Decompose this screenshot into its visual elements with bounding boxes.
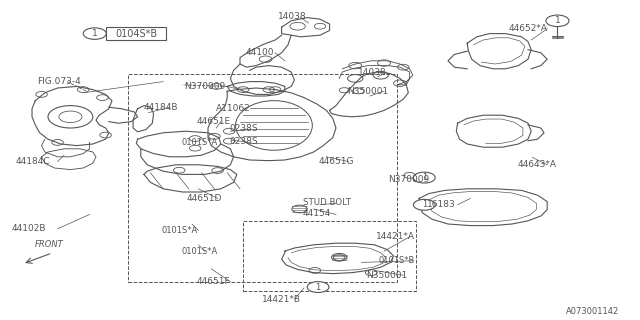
Text: 1: 1 <box>422 173 427 182</box>
Text: N350001: N350001 <box>347 87 388 96</box>
Text: N350001: N350001 <box>366 271 407 280</box>
Circle shape <box>413 172 435 183</box>
Text: FIG.073-4: FIG.073-4 <box>37 77 81 86</box>
Text: 1: 1 <box>316 283 321 292</box>
Text: 14421*A: 14421*A <box>376 232 415 241</box>
Text: A073001142: A073001142 <box>566 307 620 316</box>
Text: 44100: 44100 <box>245 48 274 57</box>
Text: 0101S*A: 0101S*A <box>162 226 198 235</box>
Text: 44651D: 44651D <box>187 194 222 203</box>
FancyBboxPatch shape <box>106 27 166 40</box>
Text: N370009: N370009 <box>184 82 225 91</box>
Text: STUD BOLT: STUD BOLT <box>303 198 351 207</box>
Text: 44102B: 44102B <box>12 224 46 233</box>
Text: 44651F: 44651F <box>196 277 230 286</box>
Text: 44651G: 44651G <box>319 157 354 166</box>
Text: 0101S*B: 0101S*B <box>379 256 415 265</box>
Text: 16183: 16183 <box>427 200 456 209</box>
Text: 0238S: 0238S <box>229 124 258 133</box>
Circle shape <box>413 199 435 210</box>
Text: 1: 1 <box>422 200 427 209</box>
Text: 44184B: 44184B <box>144 103 179 112</box>
Text: 0104S*B: 0104S*B <box>115 28 157 39</box>
Circle shape <box>307 282 329 292</box>
Text: 1: 1 <box>92 29 97 38</box>
Text: 1: 1 <box>555 16 560 25</box>
Text: 14038: 14038 <box>278 12 307 21</box>
Text: A11062: A11062 <box>216 104 250 113</box>
Circle shape <box>546 15 569 27</box>
Text: 0101S*A: 0101S*A <box>181 247 218 256</box>
Text: 0238S: 0238S <box>229 137 258 146</box>
Text: FRONT: FRONT <box>35 240 63 249</box>
Text: N370009: N370009 <box>388 175 429 184</box>
Text: 14038: 14038 <box>358 68 387 77</box>
Text: 44643*A: 44643*A <box>517 160 556 169</box>
Text: 44154: 44154 <box>303 209 331 218</box>
Text: 44652*A: 44652*A <box>509 24 548 33</box>
Text: 44184C: 44184C <box>16 157 51 166</box>
Text: 0101S*A: 0101S*A <box>181 138 218 147</box>
Text: 44651E: 44651E <box>196 117 230 126</box>
Text: 14421*B: 14421*B <box>262 295 301 304</box>
Circle shape <box>83 28 106 39</box>
